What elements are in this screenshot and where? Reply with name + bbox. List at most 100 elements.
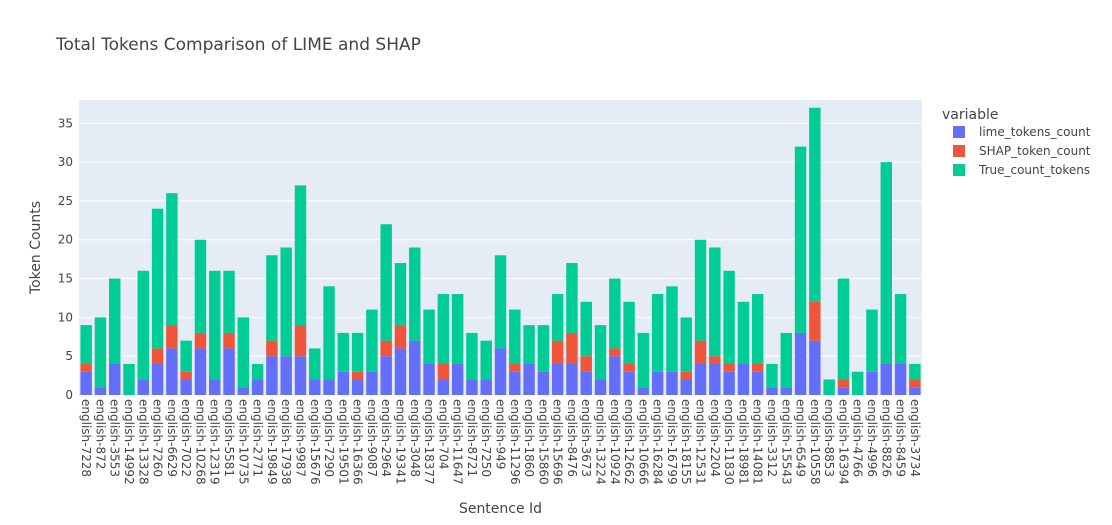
x-tick-label: english-8476 [565, 399, 579, 477]
bar-True_count_tokens [109, 278, 121, 364]
bar-lime_tokens_count [480, 379, 492, 395]
bar-SHAP_token_count [180, 371, 192, 380]
bar-lime_tokens_count [423, 363, 435, 395]
bar-True_count_tokens [337, 332, 350, 372]
chart-title: Total Tokens Comparison of LIME and SHAP [55, 35, 421, 55]
x-tick-label: english-949 [494, 399, 508, 469]
bar-SHAP_token_count [151, 348, 164, 364]
bar-lime_tokens_count [109, 363, 121, 395]
bar-True_count_tokens [894, 294, 907, 364]
x-tick-label: english-2204 [708, 399, 722, 477]
bar-True_count_tokens [351, 332, 364, 372]
bar-lime_tokens_count [551, 363, 564, 395]
bar-SHAP_token_count [809, 301, 821, 341]
x-tick-label: english-3048 [408, 399, 422, 477]
x-tick-label: english-6629 [165, 399, 179, 477]
x-tick-label: english-14992 [122, 399, 136, 485]
bar-True_count_tokens [866, 309, 878, 372]
x-tick-label: english-7290 [322, 399, 336, 477]
bar-lime_tokens_count [623, 371, 635, 395]
bar-lime_tokens_count [837, 387, 850, 395]
x-tick-label: english-15676 [308, 399, 322, 485]
bar-lime_tokens_count [309, 379, 321, 395]
bar-True_count_tokens [880, 162, 892, 364]
bar-True_count_tokens [280, 247, 292, 357]
bar-SHAP_token_count [509, 363, 521, 372]
bar-SHAP_token_count [266, 340, 278, 357]
bar-True_count_tokens [623, 301, 635, 364]
x-tick-label: english-4766 [851, 399, 865, 477]
x-tick-label: english-10268 [193, 399, 207, 485]
bar-SHAP_token_count [551, 340, 564, 364]
legend-item-label: lime_tokens_count [979, 125, 1091, 139]
legend-item-label: True_count_tokens [978, 163, 1090, 177]
bar-lime_tokens_count [809, 340, 821, 395]
bar-True_count_tokens [323, 286, 335, 380]
bar-SHAP_token_count [166, 325, 178, 349]
x-tick-label: english-18377 [422, 399, 436, 485]
legend-item-label: SHAP_token_count [979, 144, 1091, 158]
x-tick-label: english-12531 [694, 399, 708, 485]
bar-lime_tokens_count [223, 348, 235, 395]
bar-lime_tokens_count [151, 363, 164, 395]
bar-lime_tokens_count [537, 371, 550, 395]
x-tick-label: english-4996 [865, 399, 879, 477]
bar-True_count_tokens [151, 208, 164, 349]
x-tick-label: english-9987 [293, 399, 307, 477]
bar-lime_tokens_count [766, 387, 778, 395]
bar-SHAP_token_count [194, 332, 207, 349]
bar-True_count_tokens [451, 294, 464, 364]
x-tick-label: english-16366 [351, 399, 365, 485]
bar-True_count_tokens [737, 301, 750, 364]
x-tick-label: english-7260 [151, 399, 165, 477]
x-tick-label: english-1860 [522, 399, 536, 477]
bar-lime_tokens_count [409, 340, 421, 395]
bar-True_count_tokens [709, 247, 721, 357]
y-tick-label: 5 [65, 349, 73, 363]
x-tick-label: english-8459 [894, 399, 908, 477]
bar-True_count_tokens [394, 263, 407, 326]
bar-True_count_tokens [794, 146, 807, 333]
legend-swatch [953, 145, 965, 157]
bar-lime_tokens_count [637, 387, 650, 395]
bar-lime_tokens_count [266, 356, 278, 395]
bar-lime_tokens_count [451, 363, 464, 395]
bar-lime_tokens_count [80, 371, 92, 395]
x-tick-label: english-7250 [479, 399, 493, 477]
x-tick-label: english-12319 [208, 399, 222, 485]
bar-True_count_tokens [223, 270, 235, 333]
bar-lime_tokens_count [323, 379, 335, 395]
bar-True_count_tokens [366, 309, 378, 372]
bar-True_count_tokens [409, 247, 421, 341]
bar-lime_tokens_count [251, 379, 264, 395]
bar-lime_tokens_count [780, 387, 792, 395]
bar-True_count_tokens [609, 278, 621, 349]
bar-True_count_tokens [380, 224, 392, 341]
bar-True_count_tokens [566, 263, 578, 333]
bar-True_count_tokens [723, 270, 735, 364]
bar-True_count_tokens [823, 379, 835, 395]
bar-True_count_tokens [209, 270, 221, 380]
bar-SHAP_token_count [223, 332, 235, 349]
bar-SHAP_token_count [709, 356, 721, 364]
x-tick-label: english-704 [436, 399, 450, 469]
bar-lime_tokens_count [509, 371, 521, 395]
x-tick-label: english-6549 [794, 399, 808, 477]
bar-lime_tokens_count [880, 363, 892, 395]
x-tick-label: english-19501 [336, 399, 350, 485]
bar-True_count_tokens [237, 317, 250, 388]
bar-True_count_tokens [94, 317, 107, 388]
bar-lime_tokens_count [723, 371, 735, 395]
y-tick-labels: 0 5 10 15 20 25 30 35 [58, 116, 73, 402]
bar-lime_tokens_count [166, 348, 178, 395]
x-tick-label: english-17938 [279, 399, 293, 485]
bar-True_count_tokens [537, 325, 550, 372]
x-tick-label: english-7022 [179, 399, 193, 477]
bar-SHAP_token_count [909, 379, 921, 388]
bar-True_count_tokens [266, 255, 278, 341]
x-tick-label: english-10666 [636, 399, 650, 485]
bar-True_count_tokens [666, 286, 678, 372]
bar-True_count_tokens [80, 325, 92, 364]
legend-swatch [953, 164, 965, 176]
x-tick-label: english-8853 [822, 399, 836, 477]
